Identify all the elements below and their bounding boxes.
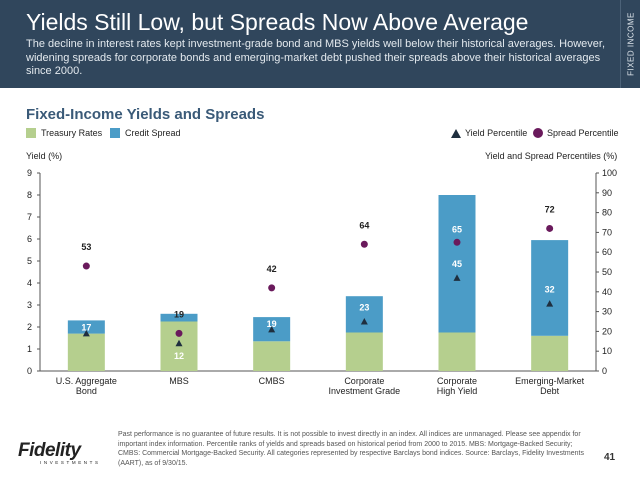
y-tick-label: 2 — [27, 322, 32, 332]
y2-tick-label: 10 — [602, 346, 612, 356]
spread-percentile-label: 72 — [545, 204, 555, 214]
legend-yield-percentile: Yield Percentile — [451, 128, 527, 138]
x-tick-label: High Yield — [437, 386, 478, 396]
y-tick-label: 1 — [27, 344, 32, 354]
x-tick-label: CMBS — [259, 376, 285, 386]
section-side-tab: FIXED INCOME — [620, 0, 640, 88]
yield-percentile-label: 17 — [81, 322, 91, 332]
y2-tick-label: 70 — [602, 227, 612, 237]
x-tick-label: U.S. Aggregate — [56, 376, 117, 386]
fidelity-logo: Fidelity — [18, 440, 81, 461]
legend-treasury-swatch — [26, 128, 36, 138]
spread-percentile-marker — [360, 240, 368, 248]
y-tick-label: 5 — [27, 256, 32, 266]
legend-spread-percentile-label: Spread Percentile — [547, 128, 619, 138]
y2-tick-label: 0 — [602, 366, 607, 376]
y2-tick-label: 90 — [602, 188, 612, 198]
y2-axis-title: Yield and Spread Percentiles (%) — [485, 151, 618, 161]
y-tick-label: 3 — [27, 300, 32, 310]
y-tick-label: 7 — [27, 212, 32, 222]
x-tick-label: Corporate — [437, 376, 477, 386]
bar-credit-spread — [531, 240, 569, 336]
legend-treasury: Treasury Rates — [26, 128, 102, 138]
y2-tick-label: 50 — [602, 267, 612, 277]
y-axis-title: Yield (%) — [26, 151, 63, 161]
bar-credit-spread — [438, 195, 476, 333]
yield-percentile-marker — [453, 274, 461, 281]
bar-treasury-rate — [531, 335, 569, 371]
legend-treasury-label: Treasury Rates — [41, 128, 103, 138]
spread-percentile-marker — [546, 224, 554, 232]
yield-percentile-label: 32 — [545, 285, 555, 295]
y2-tick-label: 20 — [602, 326, 612, 336]
yield-percentile-label: 19 — [267, 319, 277, 329]
spread-percentile-label: 64 — [359, 220, 369, 230]
yield-percentile-label: 45 — [452, 259, 462, 269]
legend-spread: Credit Spread — [110, 128, 181, 138]
spread-percentile-marker — [82, 262, 90, 270]
chart-title: Fixed-Income Yields and Spreads — [26, 106, 265, 123]
spread-percentile-label: 42 — [267, 264, 277, 274]
legend-spread-label: Credit Spread — [125, 128, 181, 138]
y2-tick-label: 60 — [602, 247, 612, 257]
spread-percentile-label: 53 — [81, 242, 91, 252]
spread-percentile-label: 65 — [452, 224, 462, 234]
bar-treasury-rate — [253, 341, 291, 371]
spread-percentile-label: 19 — [174, 309, 184, 319]
legend-yield-percentile-label: Yield Percentile — [465, 128, 528, 138]
y2-tick-label: 30 — [602, 307, 612, 317]
page-subtitle: The decline in interest rates kept inves… — [26, 38, 606, 77]
footnote: Past performance is no guarantee of futu… — [118, 431, 584, 467]
yield-percentile-marker — [546, 300, 554, 307]
triangle-icon — [451, 128, 461, 138]
y2-tick-label: 100 — [602, 168, 617, 178]
page-number: 41 — [604, 452, 616, 463]
bar-treasury-rate — [345, 332, 383, 371]
legend-spread-percentile: Spread Percentile — [533, 128, 619, 138]
x-tick-label: MBS — [169, 376, 189, 386]
fidelity-logo-sub: INVESTMENTS — [40, 460, 101, 465]
legend-spread-swatch — [110, 128, 120, 138]
x-tick-label: Investment Grade — [329, 386, 401, 396]
y-tick-label: 9 — [27, 168, 32, 178]
spread-percentile-marker — [453, 238, 461, 246]
y-tick-label: 4 — [27, 278, 32, 288]
y2-tick-label: 40 — [602, 287, 612, 297]
header-banner: Yields Still Low, but Spreads Now Above … — [0, 0, 620, 88]
dot-icon — [533, 128, 543, 138]
yield-percentile-marker — [175, 339, 183, 347]
x-tick-label: Debt — [540, 386, 560, 396]
y-tick-label: 8 — [27, 190, 32, 200]
bar-treasury-rate — [67, 333, 105, 371]
yield-percentile-marker — [268, 325, 276, 333]
bar-credit-spread — [67, 320, 105, 334]
x-tick-label: Emerging-Market — [515, 376, 585, 386]
bar-credit-spread — [345, 296, 383, 333]
bar-treasury-rate — [160, 321, 198, 371]
spread-percentile-marker — [268, 284, 276, 292]
y-tick-label: 0 — [27, 366, 32, 376]
page-title: Yields Still Low, but Spreads Now Above … — [26, 9, 529, 35]
y2-tick-label: 80 — [602, 208, 612, 218]
x-tick-label: Corporate — [344, 376, 384, 386]
x-tick-label: Bond — [76, 386, 97, 396]
yield-percentile-marker — [82, 329, 90, 337]
bar-credit-spread — [160, 313, 198, 322]
yield-percentile-marker — [360, 317, 368, 325]
yield-percentile-label: 12 — [174, 351, 184, 361]
yield-percentile-label: 23 — [359, 302, 369, 312]
bar-treasury-rate — [438, 332, 476, 371]
y-tick-label: 6 — [27, 234, 32, 244]
spread-percentile-marker — [175, 329, 183, 337]
